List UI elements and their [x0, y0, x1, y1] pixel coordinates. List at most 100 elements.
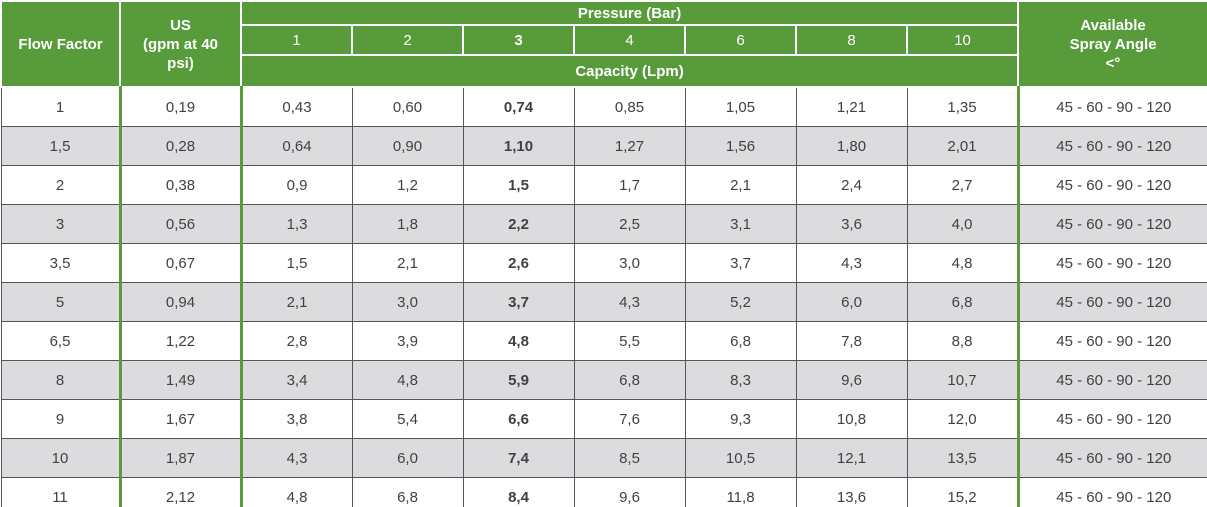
- capacity-cell: 2,2: [462, 204, 574, 244]
- capacity-cell: 4,0: [906, 204, 1019, 244]
- capacity-cell: 13,5: [906, 438, 1019, 478]
- us-gpm-cell: 0,67: [118, 243, 241, 283]
- capacity-cell: 0,90: [351, 126, 463, 166]
- capacity-cell: 0,9: [239, 165, 352, 205]
- capacity-cell: 8,5: [573, 438, 685, 478]
- us-gpm-cell: 0,19: [118, 87, 241, 127]
- flow-factor-cell: 1,5: [0, 126, 120, 166]
- capacity-cell: 7,4: [462, 438, 574, 478]
- flow-factor-cell: 3,5: [0, 243, 120, 283]
- capacity-cell: 1,2: [351, 165, 463, 205]
- us-gpm-header-line1: US: [170, 16, 191, 34]
- capacity-cell: 4,8: [462, 321, 574, 361]
- capacity-cell: 3,9: [351, 321, 463, 361]
- table-row: 3,5 0,67 1,5 2,1 2,6 3,0 3,7 4,3 4,8 45 …: [0, 243, 1207, 283]
- spray-angle-cell: 45 - 60 - 90 - 120: [1016, 126, 1207, 166]
- table-row: 10 1,87 4,3 6,0 7,4 8,5 10,5 12,1 13,5 4…: [0, 438, 1207, 478]
- capacity-cell: 3,7: [684, 243, 796, 283]
- flow-factor-header: Flow Factor: [0, 0, 121, 88]
- capacity-cell: 3,0: [573, 243, 685, 283]
- capacity-cell: 1,56: [684, 126, 796, 166]
- pressure-col-4: 4: [573, 24, 686, 56]
- pressure-col-10: 10: [905, 24, 1020, 56]
- capacity-cell: 0,64: [239, 126, 352, 166]
- capacity-cell: 2,1: [239, 282, 352, 322]
- us-gpm-cell: 0,28: [118, 126, 241, 166]
- table-row: 9 1,67 3,8 5,4 6,6 7,6 9,3 10,8 12,0 45 …: [0, 399, 1207, 439]
- capacity-cell: 2,8: [239, 321, 352, 361]
- capacity-cell: 0,60: [351, 87, 463, 127]
- capacity-cell: 8,3: [684, 360, 796, 400]
- capacity-cell: 10,7: [906, 360, 1019, 400]
- capacity-cell: 0,85: [573, 87, 685, 127]
- capacity-cell: 1,7: [573, 165, 685, 205]
- flow-factor-cell: 10: [0, 438, 120, 478]
- capacity-cell: 4,8: [351, 360, 463, 400]
- capacity-cell: 3,0: [351, 282, 463, 322]
- capacity-cell: 12,0: [906, 399, 1019, 439]
- capacity-cell: 13,6: [795, 477, 907, 507]
- capacity-cell: 2,1: [684, 165, 796, 205]
- spray-angle-header-line3: <°: [1105, 54, 1121, 72]
- spray-angle-cell: 45 - 60 - 90 - 120: [1016, 165, 1207, 205]
- capacity-cell: 1,27: [573, 126, 685, 166]
- spray-angle-cell: 45 - 60 - 90 - 120: [1016, 87, 1207, 127]
- capacity-cell: 9,6: [573, 477, 685, 507]
- pressure-col-3: 3: [462, 24, 575, 56]
- capacity-cell: 4,8: [239, 477, 352, 507]
- table-body: 1 0,19 0,43 0,60 0,74 0,85 1,05 1,21 1,3…: [0, 87, 1207, 507]
- capacity-cell: 3,6: [795, 204, 907, 244]
- capacity-cell: 1,10: [462, 126, 574, 166]
- capacity-cell: 10,5: [684, 438, 796, 478]
- capacity-cell: 6,0: [795, 282, 907, 322]
- capacity-cell: 5,9: [462, 360, 574, 400]
- capacity-cell: 8,8: [906, 321, 1019, 361]
- capacity-cell: 11,8: [684, 477, 796, 507]
- capacity-cell: 6,8: [351, 477, 463, 507]
- capacity-cell: 1,3: [239, 204, 352, 244]
- capacity-cell: 6,8: [573, 360, 685, 400]
- flow-factor-cell: 5: [0, 282, 120, 322]
- table-row: 2 0,38 0,9 1,2 1,5 1,7 2,1 2,4 2,7 45 - …: [0, 165, 1207, 205]
- table-row: 5 0,94 2,1 3,0 3,7 4,3 5,2 6,0 6,8 45 - …: [0, 282, 1207, 322]
- capacity-cell: 1,05: [684, 87, 796, 127]
- table-row: 1,5 0,28 0,64 0,90 1,10 1,27 1,56 1,80 2…: [0, 126, 1207, 166]
- us-gpm-cell: 1,22: [118, 321, 241, 361]
- capacity-cell: 0,74: [462, 87, 574, 127]
- capacity-cell: 15,2: [906, 477, 1019, 507]
- pressure-col-6: 6: [684, 24, 797, 56]
- flow-factor-cell: 9: [0, 399, 120, 439]
- flow-factor-cell: 8: [0, 360, 120, 400]
- capacity-cell: 7,6: [573, 399, 685, 439]
- spray-angle-header: Available Spray Angle <°: [1017, 0, 1207, 88]
- spray-angle-cell: 45 - 60 - 90 - 120: [1016, 204, 1207, 244]
- spray-angle-cell: 45 - 60 - 90 - 120: [1016, 321, 1207, 361]
- capacity-cell: 1,5: [462, 165, 574, 205]
- us-gpm-cell: 1,67: [118, 399, 241, 439]
- capacity-cell: 4,3: [573, 282, 685, 322]
- us-gpm-cell: 0,94: [118, 282, 241, 322]
- capacity-cell: 0,43: [239, 87, 352, 127]
- us-gpm-header-line2: (gpm at 40: [142, 35, 218, 53]
- capacity-cell: 7,8: [795, 321, 907, 361]
- capacity-cell: 1,5: [239, 243, 352, 283]
- capacity-cell: 1,8: [351, 204, 463, 244]
- capacity-cell: 9,6: [795, 360, 907, 400]
- capacity-cell: 2,01: [906, 126, 1019, 166]
- capacity-cell: 2,7: [906, 165, 1019, 205]
- capacity-cell: 2,5: [573, 204, 685, 244]
- capacity-cell: 2,4: [795, 165, 907, 205]
- capacity-cell: 5,2: [684, 282, 796, 322]
- flow-factor-cell: 6,5: [0, 321, 120, 361]
- capacity-cell: 1,21: [795, 87, 907, 127]
- spray-angle-header-line2: Spray Angle: [1069, 35, 1157, 53]
- table-row: 6,5 1,22 2,8 3,9 4,8 5,5 6,8 7,8 8,8 45 …: [0, 321, 1207, 361]
- capacity-lpm-header: Capacity (Lpm): [239, 54, 1020, 88]
- spray-angle-cell: 45 - 60 - 90 - 120: [1016, 282, 1207, 322]
- capacity-cell: 3,1: [684, 204, 796, 244]
- us-gpm-cell: 0,38: [118, 165, 241, 205]
- table-header: Flow Factor US (gpm at 40 psi) Pressure …: [0, 0, 1207, 88]
- capacity-cell: 3,4: [239, 360, 352, 400]
